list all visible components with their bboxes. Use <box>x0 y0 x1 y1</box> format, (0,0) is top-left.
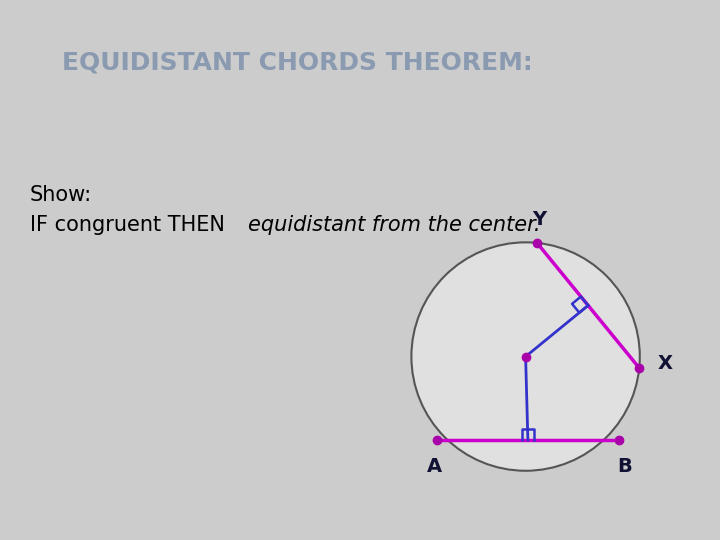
Text: equidistant from the center.: equidistant from the center. <box>248 215 541 235</box>
Text: IF congruent THEN: IF congruent THEN <box>30 215 232 235</box>
Text: A: A <box>427 457 442 476</box>
Text: Y: Y <box>532 210 546 229</box>
Circle shape <box>411 242 640 471</box>
Text: Show:: Show: <box>30 185 92 205</box>
Text: X: X <box>657 354 672 373</box>
Text: B: B <box>618 457 632 476</box>
Text: EQUIDISTANT CHORDS THEOREM:: EQUIDISTANT CHORDS THEOREM: <box>62 50 533 74</box>
